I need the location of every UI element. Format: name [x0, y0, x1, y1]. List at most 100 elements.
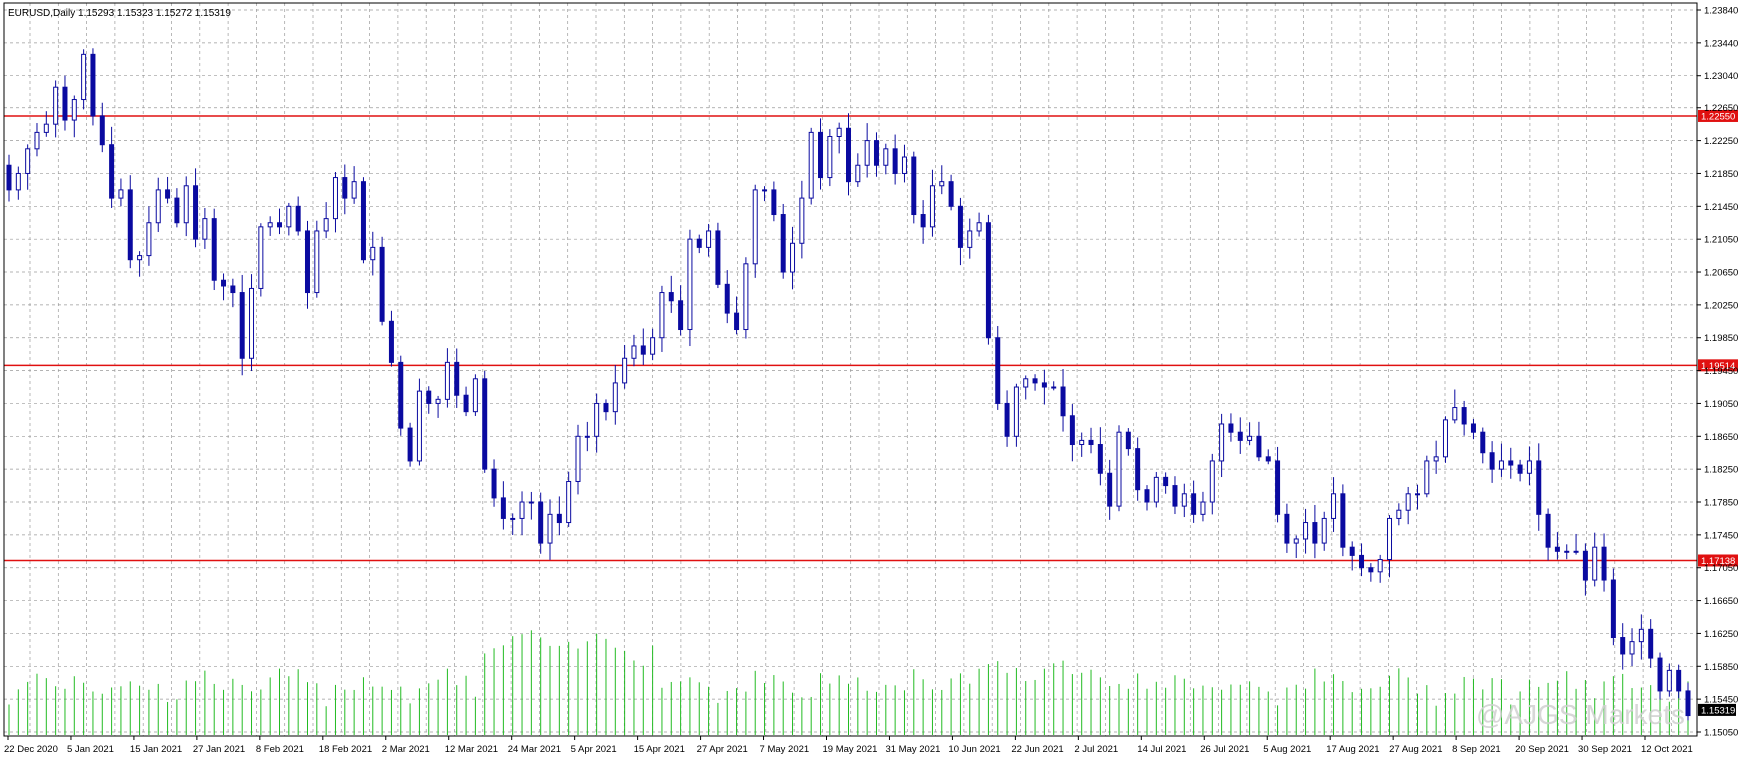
candle	[1638, 614, 1644, 660]
candle	[873, 132, 879, 177]
bear-candle-body	[734, 312, 740, 331]
bull-candle-body	[267, 222, 273, 228]
bull-candle-body	[146, 222, 152, 257]
candle	[1359, 543, 1365, 577]
candle	[762, 186, 768, 202]
bear-candle-body	[920, 214, 926, 228]
bull-candle-body	[1452, 407, 1458, 421]
bull-candle-body	[1116, 431, 1122, 507]
bull-candle-body	[967, 230, 973, 248]
time-axis[interactable]: 22 Dec 2020 5 Jan 2021 15 Jan 2021 27 Jan 2…	[4, 736, 1693, 755]
candle	[118, 178, 124, 207]
bear-candle-body	[1172, 485, 1178, 507]
bear-candle-body	[407, 427, 413, 462]
candle	[267, 216, 273, 236]
bull-candle-body	[43, 123, 49, 133]
bear-candle-body	[1107, 472, 1113, 507]
candle	[221, 273, 227, 301]
bull-candle-body	[1498, 460, 1504, 470]
bull-candle-body	[827, 135, 833, 179]
price-tick-label: 1.23040	[1704, 71, 1738, 82]
candle	[892, 134, 898, 185]
candle	[547, 499, 553, 560]
grid	[4, 3, 1697, 736]
bear-candle-body	[1144, 489, 1150, 503]
bear-candle-body	[948, 181, 954, 207]
bull-candle-body	[137, 255, 143, 261]
candle	[1293, 535, 1299, 558]
candle	[1331, 477, 1337, 532]
candle	[706, 223, 712, 257]
candle	[1610, 568, 1616, 646]
candle	[1275, 446, 1281, 523]
candle	[566, 471, 572, 527]
candle	[491, 459, 497, 507]
candle	[1592, 532, 1598, 587]
price-tick-label: 1.22250	[1704, 136, 1738, 147]
bear-candle-body	[1648, 628, 1654, 659]
candle	[883, 143, 889, 175]
time-tick-label: 22 Jun 2021	[1011, 744, 1063, 755]
candle	[1060, 369, 1066, 432]
bear-candle-body	[873, 140, 879, 166]
candle	[1414, 484, 1420, 510]
candle	[995, 326, 1001, 410]
bear-candle-body	[388, 320, 394, 363]
bull-candle-body	[53, 86, 59, 125]
candle	[109, 126, 115, 208]
candle	[827, 129, 833, 187]
bull-candle-body	[575, 435, 581, 482]
bull-candle-body	[416, 390, 422, 462]
candle	[6, 154, 12, 202]
horizontal-levels[interactable]: 1.22550 1.19514 1.17138	[4, 109, 1738, 567]
bull-candle-body	[1377, 559, 1383, 573]
time-tick-label: 15 Apr 2021	[634, 744, 685, 755]
bull-candle-body	[351, 181, 357, 199]
bear-candle-body	[165, 189, 171, 199]
candle	[71, 95, 77, 138]
bear-candle-body	[6, 164, 12, 191]
bear-candle-body	[957, 205, 963, 248]
bear-candle-body	[342, 177, 348, 199]
bear-candle-body	[1041, 382, 1047, 388]
bull-candle-body	[929, 185, 935, 228]
candle	[482, 371, 488, 473]
bear-candle-body	[1657, 657, 1663, 692]
candle	[1442, 416, 1448, 463]
bull-candle-body	[939, 181, 945, 187]
price-axis[interactable]: 1.23840 1.23440 1.23040 1.22650 1.22250 1.218…	[1697, 6, 1738, 739]
price-tick-label: 1.17450	[1704, 530, 1738, 541]
candle	[1666, 663, 1672, 697]
candle	[1135, 437, 1141, 501]
candle	[752, 184, 758, 278]
current-price-bg	[1698, 703, 1736, 716]
bull-candle-body	[743, 263, 749, 331]
bear-candle-body	[360, 181, 366, 261]
candle	[1023, 375, 1029, 400]
candle	[594, 393, 600, 453]
candle	[846, 113, 851, 196]
candle	[155, 177, 161, 232]
candle	[258, 223, 264, 297]
bear-candle-body	[500, 497, 506, 519]
bull-candle-body	[976, 222, 982, 232]
bear-candle-body	[99, 115, 105, 146]
candle	[286, 202, 292, 236]
candle	[1247, 422, 1253, 446]
candle	[948, 174, 954, 211]
candle	[342, 164, 348, 215]
bear-candle-body	[1265, 456, 1271, 462]
candle	[985, 214, 991, 345]
bear-candle-body	[818, 131, 824, 179]
candle	[1545, 508, 1551, 561]
bull-candle-body	[510, 517, 516, 520]
bull-candle-body	[790, 242, 796, 273]
bull-candle-body	[15, 172, 21, 191]
bear-candle-body	[1461, 407, 1467, 425]
bull-candle-body	[183, 185, 189, 224]
candle	[976, 212, 982, 237]
price-tick-label: 1.16250	[1704, 629, 1738, 640]
bull-candle-body	[1051, 386, 1057, 389]
